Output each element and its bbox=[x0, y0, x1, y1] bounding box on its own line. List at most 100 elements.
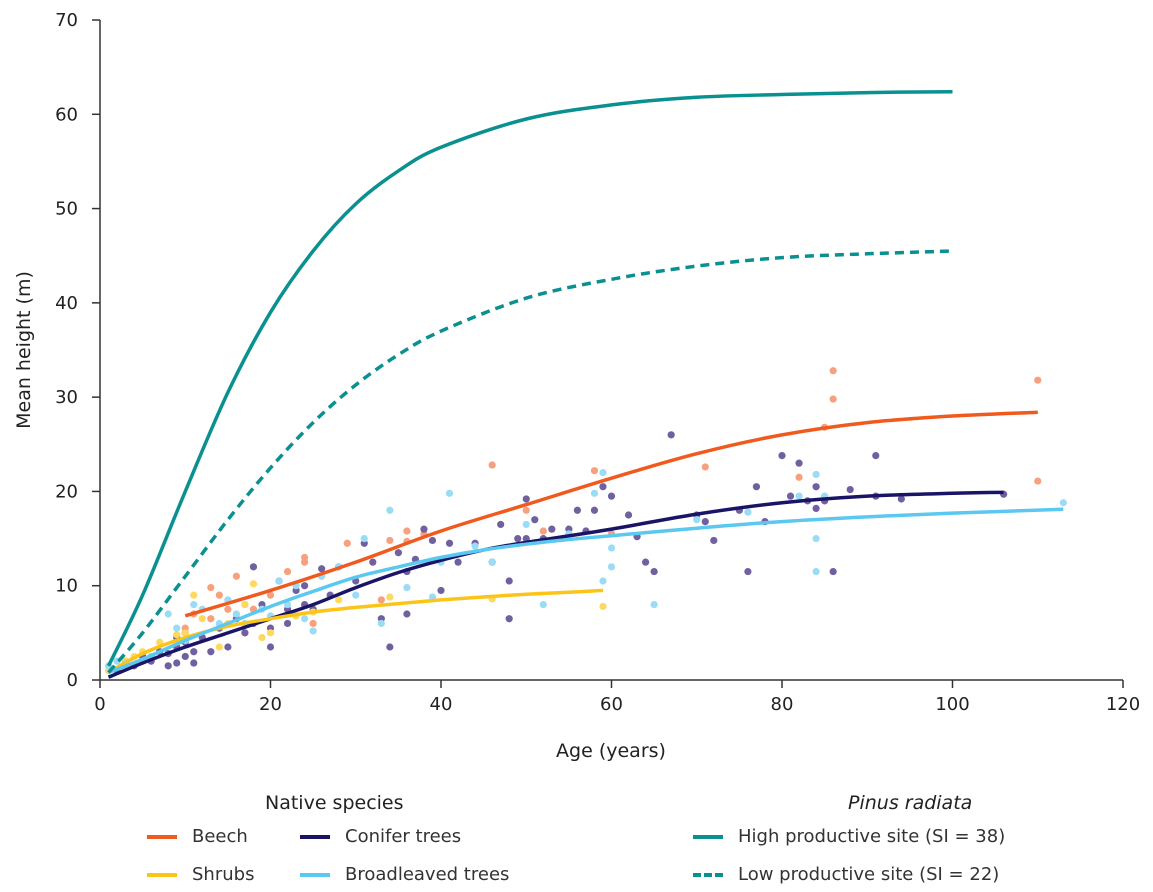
data-point-conifer-trees bbox=[437, 586, 445, 595]
data-point-broadleaved-trees bbox=[275, 577, 283, 585]
data-point-conifer-trees bbox=[778, 452, 786, 460]
data-point-shrubs bbox=[599, 602, 607, 611]
data-point-broadleaved-trees bbox=[377, 619, 385, 628]
data-point-beech bbox=[590, 467, 599, 475]
legend-item-broadleaved-trees: Broadleaved trees bbox=[300, 864, 509, 885]
data-point-conifer-trees bbox=[531, 516, 539, 524]
data-point-conifer-trees bbox=[573, 506, 582, 514]
legend-label-high-productive-site: High productive site (SI = 38) bbox=[738, 826, 1006, 847]
data-point-shrubs bbox=[190, 591, 198, 599]
points-broadleaved-trees bbox=[104, 468, 1067, 670]
data-point-shrubs bbox=[198, 615, 206, 623]
data-point-broadleaved-trees bbox=[471, 542, 479, 550]
data-point-conifer-trees bbox=[795, 459, 803, 467]
data-point-beech bbox=[266, 591, 275, 599]
data-point-conifer-trees bbox=[207, 648, 215, 656]
data-point-broadleaved-trees bbox=[352, 591, 360, 599]
legend-label-beech: Beech bbox=[192, 826, 248, 847]
y-tick-label: 30 bbox=[55, 387, 78, 408]
data-point-conifer-trees bbox=[283, 619, 292, 628]
legend-item-shrubs: Shrubs bbox=[147, 864, 254, 885]
x-tick-label: 120 bbox=[1106, 694, 1140, 715]
series-line-conifer-trees bbox=[107, 490, 1004, 679]
scatter-points-layer bbox=[104, 367, 1067, 675]
data-point-conifer-trees bbox=[190, 659, 198, 667]
data-point-broadleaved-trees bbox=[539, 600, 547, 609]
legend-swatch-beech bbox=[147, 834, 177, 839]
data-point-broadleaved-trees bbox=[190, 600, 198, 609]
data-point-conifer-trees bbox=[624, 511, 633, 519]
data-point-beech bbox=[488, 461, 496, 469]
data-point-conifer-trees bbox=[386, 643, 394, 651]
data-point-beech bbox=[207, 615, 215, 623]
data-point-conifer-trees bbox=[181, 652, 189, 661]
data-point-beech bbox=[795, 473, 803, 481]
data-point-conifer-trees bbox=[420, 525, 428, 533]
data-point-broadleaved-trees bbox=[386, 506, 394, 514]
data-point-beech bbox=[309, 619, 317, 628]
legend-swatch-low-productive-site bbox=[693, 872, 723, 877]
data-point-beech bbox=[1034, 477, 1042, 485]
data-point-broadleaved-trees bbox=[599, 468, 607, 477]
data-point-beech bbox=[403, 527, 411, 535]
x-tick-label: 20 bbox=[259, 694, 282, 715]
data-point-shrubs bbox=[181, 629, 189, 637]
data-point-conifer-trees bbox=[786, 492, 795, 500]
legend-heading-native-species: Native species bbox=[265, 792, 404, 814]
series-line-low-productive-site-si-22 bbox=[107, 249, 953, 674]
data-point-broadleaved-trees bbox=[607, 544, 616, 552]
data-point-beech bbox=[283, 567, 292, 576]
data-point-conifer-trees bbox=[590, 506, 599, 514]
x-tick-label: 100 bbox=[935, 694, 969, 715]
x-tick-label: 60 bbox=[600, 694, 623, 715]
data-point-conifer-trees bbox=[522, 495, 530, 503]
series-line-high-productive-site-si-38 bbox=[106, 89, 953, 667]
data-point-broadleaved-trees bbox=[301, 615, 309, 623]
data-point-shrubs bbox=[215, 643, 223, 651]
data-point-broadleaved-trees bbox=[812, 470, 820, 479]
y-axis-title: Mean height (m) bbox=[13, 271, 35, 429]
data-point-shrubs bbox=[335, 596, 343, 604]
data-point-conifer-trees bbox=[752, 483, 761, 491]
y-tick-label: 60 bbox=[55, 104, 78, 125]
data-point-beech bbox=[701, 463, 709, 471]
data-point-conifer-trees bbox=[505, 577, 513, 585]
data-point-broadleaved-trees bbox=[283, 600, 292, 609]
data-point-conifer-trees bbox=[599, 483, 607, 491]
data-point-conifer-trees bbox=[548, 525, 556, 533]
data-point-beech bbox=[829, 367, 837, 375]
data-point-broadleaved-trees bbox=[309, 627, 317, 635]
data-point-conifer-trees bbox=[812, 504, 820, 512]
data-point-conifer-trees bbox=[190, 648, 198, 656]
data-point-conifer-trees bbox=[224, 643, 232, 651]
data-point-conifer-trees bbox=[454, 558, 462, 566]
data-point-shrubs bbox=[173, 631, 181, 639]
data-point-beech bbox=[386, 536, 394, 545]
data-point-conifer-trees bbox=[445, 539, 454, 547]
fit-lines-layer bbox=[106, 89, 1064, 679]
data-point-broadleaved-trees bbox=[744, 508, 752, 516]
data-point-broadleaved-trees bbox=[360, 534, 368, 543]
data-point-broadleaved-trees bbox=[607, 563, 616, 571]
data-point-conifer-trees bbox=[505, 615, 513, 623]
points-conifer-trees bbox=[113, 431, 1008, 675]
data-point-shrubs bbox=[386, 593, 394, 601]
legend-swatch-conifer-trees bbox=[300, 834, 330, 839]
data-point-beech bbox=[522, 506, 530, 514]
legend-item-high-productive-site: High productive site (SI = 38) bbox=[693, 826, 1005, 847]
data-point-broadleaved-trees bbox=[599, 577, 607, 585]
series-line-beech bbox=[184, 410, 1038, 618]
data-point-conifer-trees bbox=[607, 492, 616, 500]
legend-item-beech: Beech bbox=[147, 826, 248, 847]
data-point-broadleaved-trees bbox=[522, 520, 530, 529]
data-point-conifer-trees bbox=[403, 610, 411, 618]
data-point-shrubs bbox=[258, 633, 266, 642]
legend-label-low-productive-site: Low productive site (SI = 22) bbox=[738, 864, 1000, 885]
x-tick-label: 40 bbox=[430, 694, 453, 715]
data-point-beech bbox=[215, 591, 223, 599]
legend-heading-pinus-radiata: Pinus radiata bbox=[848, 792, 973, 814]
data-point-conifer-trees bbox=[744, 567, 752, 576]
data-point-broadleaved-trees bbox=[795, 492, 803, 500]
data-point-conifer-trees bbox=[394, 549, 402, 557]
data-point-beech bbox=[232, 572, 240, 580]
